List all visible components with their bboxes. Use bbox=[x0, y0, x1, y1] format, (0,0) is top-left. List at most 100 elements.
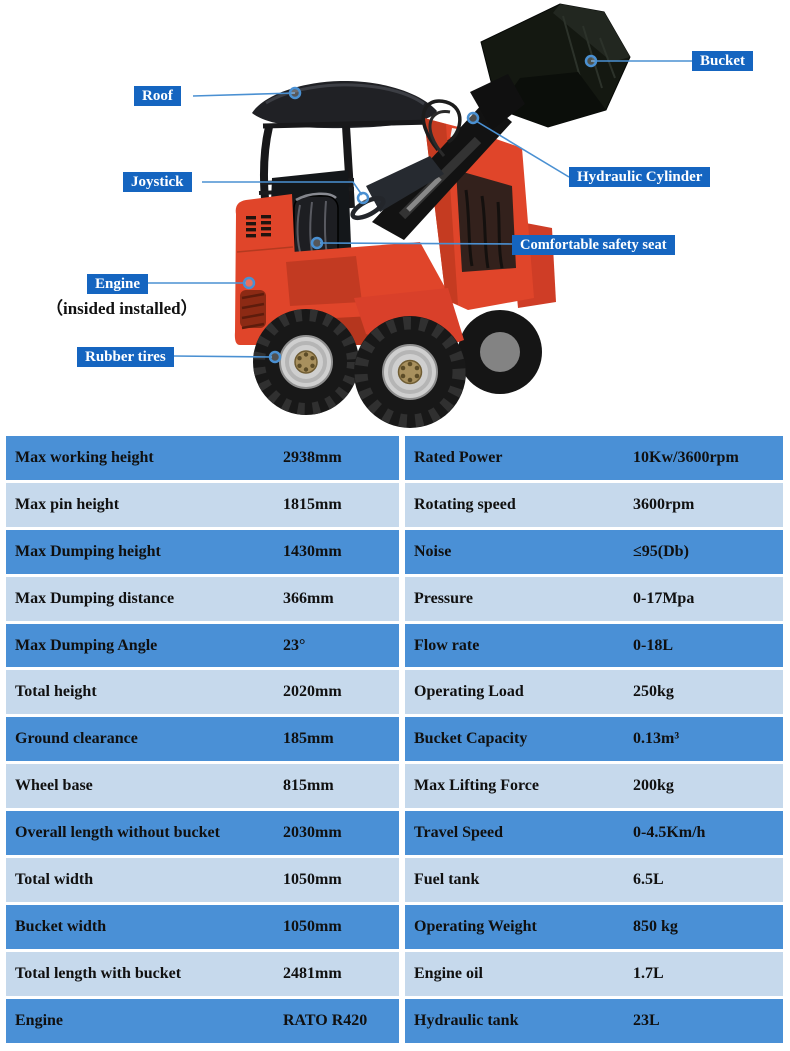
spec-value: 1050mm bbox=[283, 917, 342, 935]
spec-row: Travel Speed 0-4.5Km/h bbox=[405, 811, 783, 856]
spec-value: 1815mm bbox=[283, 495, 342, 513]
spec-label: Total height bbox=[15, 683, 97, 701]
spec-label: Operating Load bbox=[414, 683, 524, 701]
spec-value: 1.7L bbox=[633, 964, 664, 982]
spec-value: 250kg bbox=[633, 683, 674, 701]
marker-hydraulic-cylinder bbox=[466, 111, 480, 125]
spec-row: Rotating speed 3600rpm bbox=[405, 482, 783, 527]
spec-row: Max pin height 1815mm bbox=[6, 482, 399, 527]
boom-arm bbox=[372, 100, 512, 240]
spec-row: Ground clearance 185mm bbox=[6, 717, 399, 762]
engine-note: （insided installed） bbox=[46, 299, 198, 318]
product-diagram: Bucket Roof Joystick Hydraulic Cylinder … bbox=[0, 0, 790, 430]
spec-label: Rated Power bbox=[414, 448, 503, 466]
spec-value: 0-18L bbox=[633, 636, 673, 654]
spec-label: Bucket Capacity bbox=[414, 730, 528, 748]
spec-label: Rotating speed bbox=[414, 495, 516, 513]
spec-label: Bucket width bbox=[15, 917, 107, 935]
spec-value: 2481mm bbox=[283, 964, 342, 982]
spec-label: Max Dumping distance bbox=[15, 589, 175, 607]
spec-value: 200kg bbox=[633, 777, 674, 795]
spec-value: 2020mm bbox=[283, 683, 342, 701]
roof-shape bbox=[252, 80, 437, 129]
marker-engine bbox=[242, 276, 256, 290]
spec-row: Bucket Capacity 0.13m³ bbox=[405, 717, 783, 762]
spec-row: Total length with bucket 2481mm bbox=[6, 951, 399, 996]
spec-row: Rated Power 10Kw/3600rpm bbox=[405, 436, 783, 480]
spec-row: Noise ≤95(Db) bbox=[405, 529, 783, 574]
spec-label: Engine bbox=[15, 1011, 64, 1029]
spec-row: Max Dumping distance 366mm bbox=[6, 576, 399, 621]
marker-rubber-tires bbox=[268, 350, 282, 364]
spec-label: Overall length without bucket bbox=[15, 824, 220, 842]
spec-row: Fuel tank 6.5L bbox=[405, 858, 783, 902]
callout-rubber-tires: Rubber tires bbox=[77, 347, 174, 367]
spec-label: Flow rate bbox=[414, 636, 480, 654]
wheel-rear-left bbox=[253, 309, 359, 415]
marker-bucket bbox=[584, 54, 598, 68]
spec-table-right-column: Rated Power 10Kw/3600rpm Rotating speed 36… bbox=[405, 436, 783, 1043]
spec-label: Max Lifting Force bbox=[414, 777, 540, 795]
marker-roof bbox=[288, 86, 302, 100]
spec-row: Max Dumping height 1430mm bbox=[6, 529, 399, 574]
spec-label: Hydraulic tank bbox=[414, 1011, 519, 1029]
callout-bucket: Bucket bbox=[692, 51, 753, 71]
wheel-front-right bbox=[458, 310, 542, 394]
spec-label: Ground clearance bbox=[15, 730, 138, 748]
callout-engine: Engine bbox=[87, 274, 149, 294]
spec-row: Max Lifting Force 200kg bbox=[405, 764, 783, 809]
spec-value: 2030mm bbox=[283, 824, 342, 842]
spec-row: Flow rate 0-18L bbox=[405, 623, 783, 668]
loader-illustration bbox=[147, 3, 692, 428]
marker-seat bbox=[310, 236, 324, 250]
spec-row: Overall length without bucket 2030mm bbox=[6, 811, 399, 856]
spec-value: 366mm bbox=[283, 589, 334, 607]
callout-safety-seat: Comfortable safety seat bbox=[512, 235, 675, 255]
spec-value: 1050mm bbox=[283, 870, 342, 888]
spec-row: Max working height 2938mm bbox=[6, 436, 399, 480]
spec-row: Pressure 0-17Mpa bbox=[405, 576, 783, 621]
spec-row: Wheel base 815mm bbox=[6, 764, 399, 809]
spec-label: Noise bbox=[414, 542, 452, 560]
spec-label: Total width bbox=[15, 870, 94, 888]
spec-row: Operating Load 250kg bbox=[405, 670, 783, 715]
callout-lines bbox=[147, 60, 692, 358]
spec-table-left-column: Max working height 2938mm Max pin height 1… bbox=[6, 436, 399, 1043]
spec-label: Engine oil bbox=[414, 964, 483, 982]
wheel-front-left bbox=[354, 316, 466, 428]
callout-markers bbox=[242, 54, 598, 364]
spec-label: Total length with bucket bbox=[15, 964, 182, 982]
spec-row: Engine RATO R420 bbox=[6, 998, 399, 1043]
spec-label: Pressure bbox=[414, 589, 473, 607]
spec-value: 0-4.5Km/h bbox=[633, 824, 706, 842]
spec-value: 0-17Mpa bbox=[633, 589, 695, 607]
spec-row: Bucket width 1050mm bbox=[6, 904, 399, 949]
hydraulic-hoses bbox=[421, 99, 462, 152]
callout-hydraulic-cylinder: Hydraulic Cylinder bbox=[569, 167, 711, 187]
spec-label: Max Dumping height bbox=[15, 542, 161, 560]
dash-panel bbox=[366, 156, 444, 212]
spec-value: 23° bbox=[283, 636, 306, 654]
spec-row: Max Dumping Angle 23° bbox=[6, 623, 399, 668]
spec-table: Max working height 2938mm Max pin height 1… bbox=[6, 436, 783, 1043]
spec-value: RATO R420 bbox=[283, 1011, 368, 1029]
engine-box bbox=[234, 194, 296, 345]
spec-value: 10Kw/3600rpm bbox=[633, 448, 739, 466]
spec-label: Max pin height bbox=[15, 495, 120, 513]
spec-value: 815mm bbox=[283, 777, 334, 795]
callout-joystick: Joystick bbox=[123, 172, 192, 192]
callout-roof: Roof bbox=[134, 86, 181, 106]
rollbar-front-post bbox=[342, 125, 355, 209]
spec-label: Max working height bbox=[15, 448, 154, 466]
spec-value: 850 kg bbox=[633, 917, 678, 935]
spec-label: Wheel base bbox=[15, 777, 93, 795]
spec-value: 23L bbox=[633, 1011, 660, 1029]
spec-row: Total width 1050mm bbox=[6, 858, 399, 902]
spec-value: 0.13m³ bbox=[633, 730, 680, 748]
spec-row: Total height 2020mm bbox=[6, 670, 399, 715]
spec-label: Travel Speed bbox=[414, 824, 504, 842]
marker-joystick bbox=[356, 191, 370, 205]
spec-value: 1430mm bbox=[283, 542, 342, 560]
spec-label: Fuel tank bbox=[414, 870, 480, 888]
